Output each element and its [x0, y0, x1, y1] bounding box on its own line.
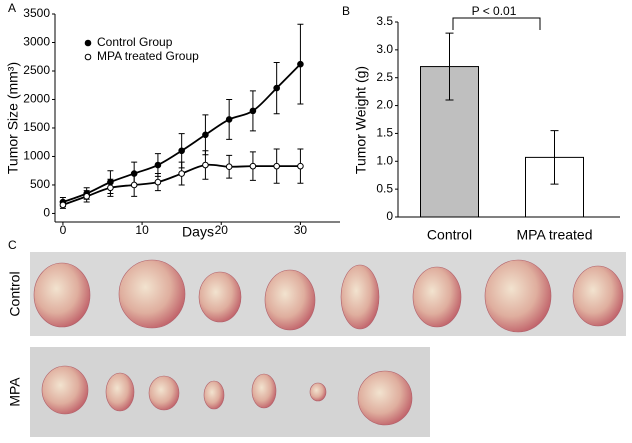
y-tick-label: 1.0	[376, 153, 393, 167]
data-point	[83, 193, 90, 200]
tumor	[33, 262, 91, 328]
y-tick-label: 2500	[23, 63, 50, 77]
y-tick-label: 2.0	[376, 98, 393, 112]
y-tick-label: 0.5	[376, 181, 393, 195]
data-point	[273, 162, 280, 170]
legend-marker	[84, 39, 92, 47]
tumor	[309, 382, 327, 402]
x-axis-title: Days	[182, 224, 214, 240]
data-point	[249, 107, 257, 115]
y-tick-label: 3.0	[376, 42, 393, 56]
legend-marker	[84, 53, 92, 61]
data-point	[273, 84, 280, 92]
annotation: P < 0.01	[472, 4, 517, 18]
data-point	[130, 181, 138, 189]
x-tick-label: 0	[60, 223, 67, 237]
data-point	[297, 162, 304, 170]
panel-letter: A	[8, 1, 16, 15]
y-tick-label: 3500	[23, 6, 50, 20]
y-tick-label: 2000	[23, 92, 50, 106]
tumor	[251, 373, 277, 409]
significance-bracket	[452, 17, 541, 30]
x-tick-label: 20	[215, 223, 229, 237]
tumor	[118, 259, 186, 329]
row-label: MPA	[7, 377, 23, 407]
tumor	[198, 271, 242, 323]
data-point	[154, 178, 162, 186]
tumor	[340, 264, 380, 330]
tumor	[264, 269, 316, 331]
y-tick-label: 2.5	[376, 70, 393, 84]
panel-letter: C	[8, 238, 17, 252]
y-tick-label: 0	[43, 206, 50, 220]
y-tick-label: 3.5	[376, 14, 393, 28]
tumor	[484, 259, 552, 333]
y-tick-label: 500	[30, 177, 50, 191]
tumor	[572, 265, 624, 327]
data-point	[297, 60, 304, 68]
data-point	[178, 147, 185, 155]
data-point	[154, 161, 162, 169]
data-point	[202, 161, 209, 169]
data-point	[225, 163, 233, 171]
error-bar	[550, 130, 559, 185]
tumor	[357, 370, 413, 426]
error-bar	[445, 32, 454, 101]
data-point	[107, 184, 114, 192]
tumor	[412, 266, 462, 328]
y-tick-label: 3000	[23, 35, 50, 49]
y-tick-label: 1500	[23, 120, 50, 134]
data-point	[249, 162, 257, 170]
legend-label: MPA treated Group	[97, 49, 199, 63]
panel-letter: B	[342, 4, 350, 18]
data-point	[225, 116, 233, 123]
data-point	[178, 170, 185, 177]
tumor	[105, 372, 135, 412]
row-label: Control	[7, 271, 23, 316]
tumor	[41, 365, 89, 415]
photo-panel: Control MPA	[7, 252, 626, 437]
y-tick-label: 1.5	[376, 126, 393, 140]
legend-label: Control Group	[97, 35, 173, 49]
y-axis-title: Tumor Weight (g)	[353, 66, 369, 174]
data-point	[59, 201, 67, 209]
x-tick-label: 30	[294, 223, 308, 237]
y-axis-title: Tumor Size (mm³)	[5, 62, 21, 174]
y-tick-label: 0	[386, 209, 393, 223]
y-tick-label: 1000	[23, 149, 50, 163]
x-tick-label: 10	[135, 223, 149, 237]
x-tick-label: MPA treated	[516, 227, 592, 243]
data-point	[202, 131, 209, 139]
tumor	[148, 375, 180, 411]
tumor	[203, 380, 225, 410]
x-tick-label: Control	[427, 227, 472, 243]
